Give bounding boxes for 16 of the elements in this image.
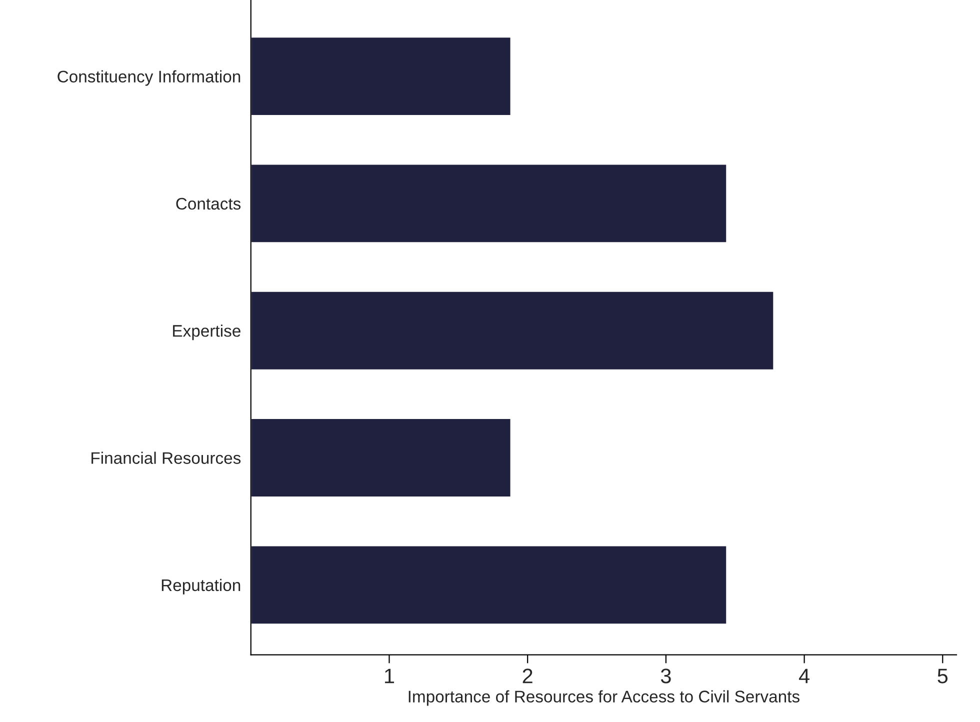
x-tick-label: 1 xyxy=(385,668,394,684)
bar xyxy=(250,36,512,116)
x-tick-label: 4 xyxy=(798,668,810,684)
bar xyxy=(250,163,728,244)
x-tick-label: 2 xyxy=(522,668,532,684)
y-tick-label: Reputation xyxy=(162,578,240,594)
x-axis-title: Importance of Resources for Access to Civil Servants xyxy=(408,690,800,706)
bar xyxy=(250,418,512,498)
y-tick-label: Contacts xyxy=(176,198,241,210)
x-tick-label: 3 xyxy=(660,668,671,684)
y-tick-label: Constituency Information xyxy=(58,70,240,86)
y-tick-label: Financial Resources xyxy=(92,452,241,464)
x-tick-label: 5 xyxy=(938,668,948,684)
bar xyxy=(250,544,728,626)
bar xyxy=(250,290,775,371)
y-tick-label: Expertise xyxy=(173,324,240,340)
